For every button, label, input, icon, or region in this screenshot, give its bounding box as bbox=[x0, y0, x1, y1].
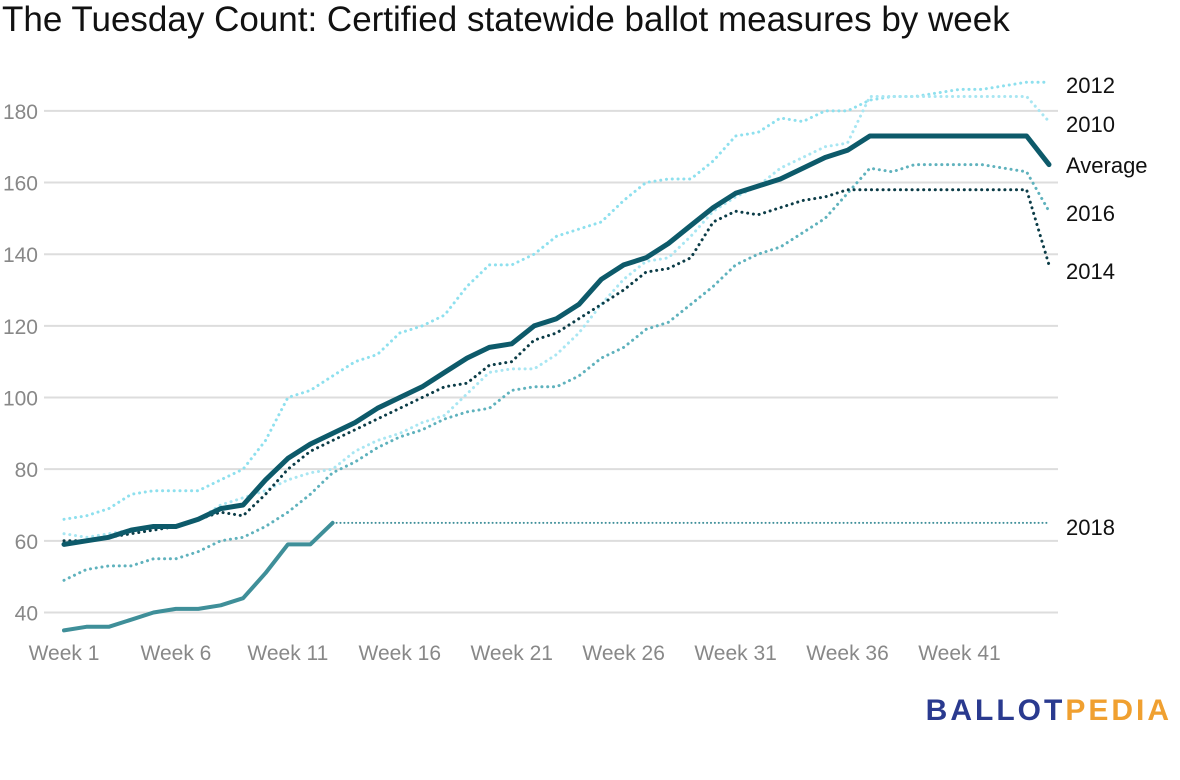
series-label-2012: 2012 bbox=[1066, 73, 1115, 98]
x-tick-label: Week 41 bbox=[918, 642, 1001, 665]
series-label-2010: 2010 bbox=[1066, 112, 1115, 137]
series-line-2016 bbox=[62, 163, 1051, 582]
series-label-average: Average bbox=[1066, 153, 1148, 178]
y-tick-label: 140 bbox=[3, 244, 38, 267]
x-tick-label: Week 1 bbox=[29, 642, 100, 665]
y-tick-label: 120 bbox=[3, 316, 38, 339]
y-tick-label: 100 bbox=[3, 388, 38, 411]
chart-title: The Tuesday Count: Certified statewide b… bbox=[2, 0, 1010, 39]
x-tick-label: Week 31 bbox=[694, 642, 777, 665]
x-tick-label: Week 6 bbox=[141, 642, 212, 665]
y-tick-label: 180 bbox=[3, 101, 38, 124]
series-line-average bbox=[61, 133, 1052, 547]
y-tick-label: 80 bbox=[15, 459, 38, 482]
ballotpedia-logo: BALLOTPEDIA bbox=[926, 694, 1172, 728]
series-label-2014: 2014 bbox=[1066, 259, 1115, 284]
x-tick-label: Week 11 bbox=[247, 642, 328, 665]
y-tick-label: 40 bbox=[15, 603, 38, 626]
logo-part-pedia: PEDIA bbox=[1065, 694, 1172, 727]
x-tick-label: Week 21 bbox=[470, 642, 553, 665]
series-line-2018 bbox=[62, 520, 335, 633]
y-tick-label: 160 bbox=[3, 173, 38, 196]
logo-part-ballot: BALLOT bbox=[925, 694, 1066, 727]
x-tick-label: Week 36 bbox=[806, 642, 889, 665]
series-line-2012 bbox=[62, 80, 1051, 521]
x-tick-label: Week 26 bbox=[582, 642, 665, 665]
series-label-2018: 2018 bbox=[1066, 515, 1115, 540]
series-label-2016: 2016 bbox=[1066, 201, 1115, 226]
y-tick-label: 60 bbox=[15, 531, 38, 554]
x-tick-label: Week 16 bbox=[359, 642, 442, 665]
series-line-2014 bbox=[62, 188, 1051, 543]
series-line-2010 bbox=[62, 95, 1051, 539]
